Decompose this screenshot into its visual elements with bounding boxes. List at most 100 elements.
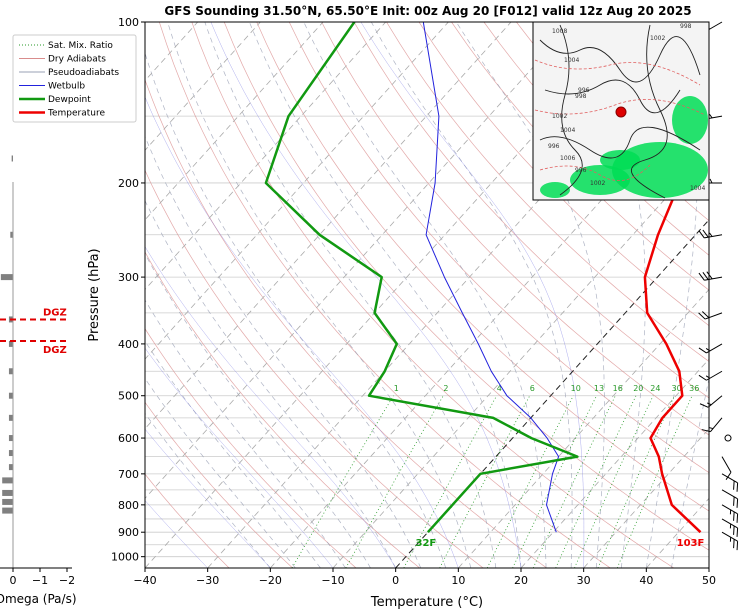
wind-barb-flag: [698, 347, 707, 354]
pseudoadiabat: [145, 340, 321, 568]
isotherm-line: [145, 22, 324, 221]
calm-wind-circle: [724, 434, 732, 442]
mixing-ratio-label: 13: [594, 384, 604, 393]
wind-barb-half-flag: [708, 427, 714, 430]
surface-dewpoint-label: 32F: [416, 538, 437, 549]
omega-bar: [8, 392, 13, 399]
reference-line: [360, 22, 585, 568]
wind-barb-staff: [706, 370, 723, 381]
pseudoadiabat: [204, 22, 497, 568]
wind-barb-flag: [733, 480, 735, 490]
pseudoadiabat: [645, 22, 698, 568]
pseudoadiabat: [456, 22, 605, 568]
inset-moisture-area: [672, 96, 708, 144]
y-tick-label: 500: [118, 390, 139, 403]
pseudoadiabat: [370, 22, 573, 568]
wind-barb-staff: [707, 395, 723, 408]
x-tick-label: −10: [321, 574, 344, 587]
wind-barb: [698, 343, 723, 354]
surface-temperature-label: 103F: [677, 538, 705, 549]
dewpoint-line: [264, 22, 579, 534]
wind-barb-flag: [736, 541, 739, 551]
wind-barb: [721, 473, 739, 492]
reference-line: [145, 500, 208, 568]
isotherm-line: [332, 149, 709, 568]
dry-adiabat: [191, 22, 675, 568]
dry-adiabat: [145, 169, 484, 568]
reference-line: [145, 96, 459, 568]
omega-bar: [2, 489, 13, 496]
isotherm-line: [708, 567, 709, 568]
x-tick-label: 0: [392, 574, 399, 587]
dry-adiabat: [386, 22, 709, 362]
mixing-ratio-line: [291, 395, 394, 568]
x-axis-label: Temperature (°C): [370, 595, 483, 610]
inset-border-line: [539, 36, 701, 83]
pseudoadiabat: [145, 135, 422, 568]
wind-barb: [721, 504, 739, 523]
isotherm-line: [145, 22, 387, 291]
wind-barb-staff: [721, 489, 738, 500]
omega-bar: [8, 450, 13, 457]
inset-moisture-area: [570, 165, 630, 195]
x-tick-label: −20: [259, 574, 282, 587]
y-tick-label: 1000: [111, 551, 139, 564]
y-tick-label: 700: [118, 468, 139, 481]
isotherm-line: [145, 22, 449, 360]
wind-barb-staff: [704, 312, 723, 320]
x-tick-label: −30: [196, 574, 219, 587]
wind-barb-staff: [721, 456, 732, 473]
inset-contour-label: 1004: [690, 185, 705, 192]
dry-adiabat: [145, 473, 230, 568]
legend-item-label: Pseudoadiabats: [48, 68, 119, 78]
mixing-ratio-label: 20: [633, 384, 643, 393]
wind-barb-flag: [702, 229, 709, 238]
mixing-ratio-line: [403, 395, 498, 568]
wind-barb: [699, 395, 723, 408]
omega-bar: [8, 340, 13, 347]
reference-line: [145, 246, 396, 568]
wind-barb-flag: [702, 311, 710, 319]
omega-bar: [8, 464, 13, 471]
wind-barb: [698, 311, 723, 320]
dry-adiabat: [145, 401, 293, 568]
pseudoadiabat: [145, 253, 371, 568]
dry-adiabat: [288, 22, 709, 474]
omega-bar: [10, 231, 13, 238]
omega-bar: [11, 155, 13, 162]
omega-tick-label: 0: [10, 574, 17, 587]
wind-barb: [698, 229, 723, 239]
wetbulb-line: [422, 22, 560, 533]
inset-contour-label: 1004: [564, 57, 579, 64]
wind-barb-flag: [698, 312, 706, 320]
wind-barb: [698, 271, 723, 281]
inset-border-line: [559, 24, 583, 196]
wind-barb-half-flag: [706, 402, 712, 406]
omega-tick-label: −2: [59, 574, 75, 587]
wind-barb-half-flag: [729, 509, 732, 515]
omega-bar: [8, 414, 13, 421]
wind-barb-staff: [721, 531, 738, 542]
x-tick-label: 50: [702, 574, 716, 587]
wind-barb: [701, 417, 723, 433]
profiles: 32F 103F: [264, 22, 705, 549]
wind-barb-half-flag: [709, 232, 713, 237]
omega-bars: DGZ DGZ: [0, 155, 68, 568]
omega-panel: DGZ DGZ 0 −1 −2 Omega (Pa/s): [0, 155, 77, 606]
inset-contour-label: 1008: [552, 28, 567, 35]
mixing-ratio-label: 2: [443, 384, 448, 393]
isotherm-line: [145, 22, 575, 499]
pseudoadiabat: [145, 199, 397, 568]
inset-contour-label: 1004: [560, 127, 575, 134]
inset-contour-label: 1002: [552, 113, 567, 120]
x-tick-label: 30: [577, 574, 591, 587]
wind-barb-flag: [733, 525, 735, 535]
wind-barb-staff: [706, 343, 723, 354]
mixing-ratio-line: [532, 395, 616, 568]
wind-barb-flag: [736, 527, 739, 537]
omega-bar: [8, 435, 13, 442]
wind-barb-staff: [721, 504, 738, 515]
dry-adiabat: [353, 22, 709, 399]
inset-moisture-area: [540, 182, 570, 198]
inset-contour-line: [534, 99, 706, 116]
